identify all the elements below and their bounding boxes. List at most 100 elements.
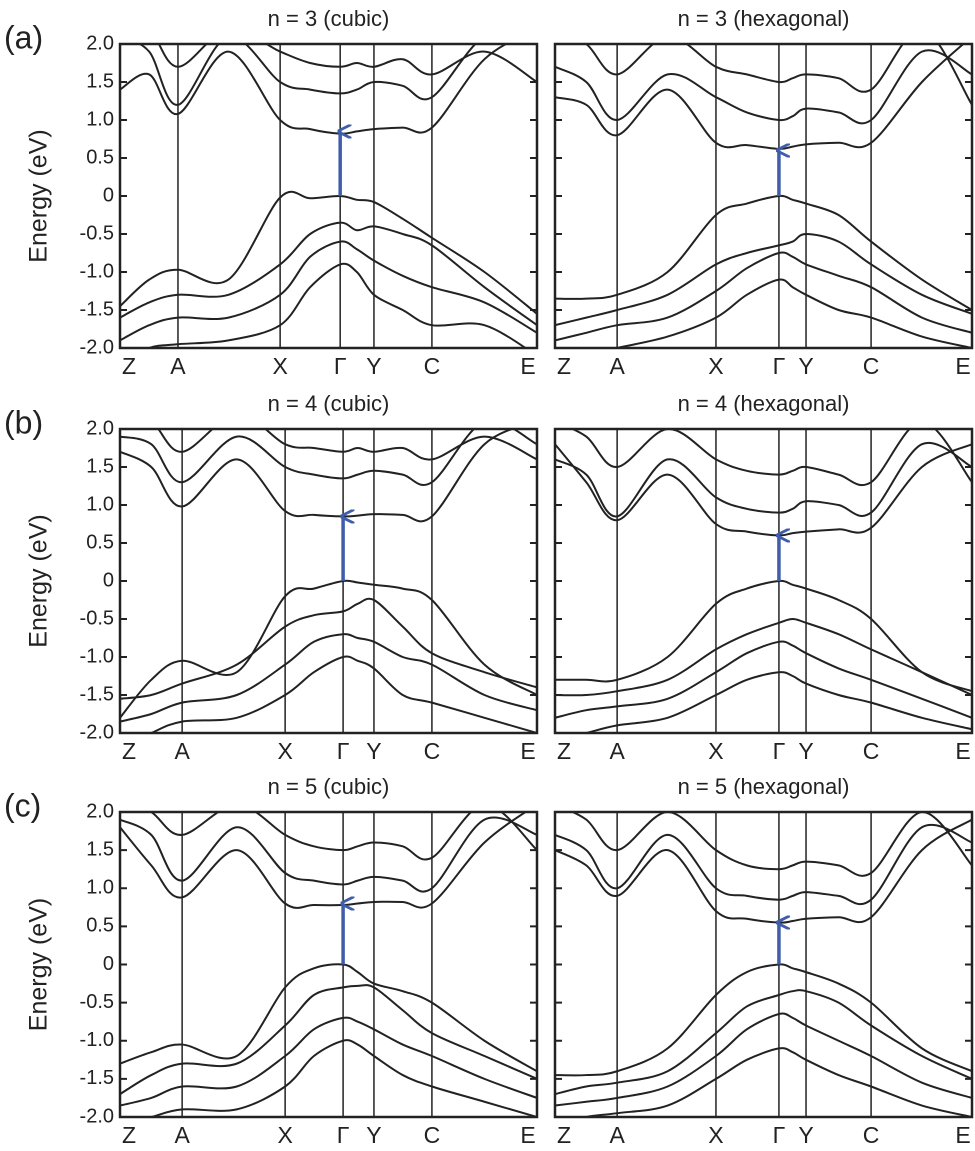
band-line: [147, 1039, 537, 1117]
x-tick-label: Z: [122, 738, 136, 764]
x-tick-label: X: [708, 738, 723, 764]
plot-area: [120, 429, 537, 733]
panel: n = 3 (cubic) (a) Energy (eV) -2.0 -1.5 -1.0 -…: [4, 6, 539, 379]
band-line: [581, 1047, 972, 1117]
band-line: [157, 44, 537, 83]
panel-title: n = 4 (cubic): [268, 391, 390, 416]
band-line: [555, 194, 972, 311]
x-tick-label: Z: [557, 738, 571, 764]
band-line: [120, 579, 537, 719]
x-tick-label: E: [520, 738, 535, 764]
x-tick-label: E: [955, 1122, 970, 1148]
y-tick-label: 0.5: [86, 531, 114, 553]
y-axis-label: Energy (eV): [25, 898, 53, 1031]
plot-frame: [118, 810, 539, 1119]
y-tick-label: 2.0: [86, 32, 114, 54]
y-tick-label: 0.5: [86, 915, 114, 937]
x-tick-label: Y: [366, 1122, 381, 1148]
panel: n = 5 (hexagonal) Z A X Γ Y C E: [553, 774, 974, 1148]
y-tick-label: -1.0: [80, 1029, 114, 1051]
x-tick-label: E: [955, 353, 970, 379]
y-axis-label: Energy (eV): [25, 129, 53, 262]
y-tick-label: 1.5: [86, 70, 114, 92]
band-line: [555, 989, 972, 1096]
y-tick-label: 0.5: [86, 146, 114, 168]
x-tick-label: Γ: [773, 738, 786, 764]
x-tick-label: Y: [798, 738, 813, 764]
band-line: [555, 617, 972, 697]
band-line: [570, 429, 972, 487]
plot-frame: [118, 42, 539, 350]
x-tick-label: Z: [557, 1122, 571, 1148]
band-line: [555, 824, 972, 906]
plot-area: [120, 44, 537, 348]
y-axis-label: Energy (eV): [25, 514, 53, 647]
y-tick-label: 1.0: [86, 108, 114, 130]
band-line: [120, 1016, 537, 1107]
x-tick-label: X: [277, 738, 292, 764]
x-tick-label: Y: [798, 353, 813, 379]
y-tick-label: -1.5: [80, 1067, 114, 1089]
y-tick-label: -0.5: [80, 222, 114, 244]
panel: n = 4 (cubic) (b) Energy (eV) -2.0 -1.5 -1.0 -…: [4, 391, 539, 764]
y-tick-label: -2.0: [80, 721, 114, 743]
band-line: [120, 984, 537, 1095]
panel-label: (c): [4, 787, 41, 823]
band-line: [612, 278, 972, 348]
panel-title: n = 3 (hexagonal): [678, 6, 850, 31]
x-tick-label: A: [609, 738, 625, 764]
y-tick-label: 2.0: [86, 800, 114, 822]
y-tick-label: 1.0: [86, 877, 114, 899]
y-tick-label: -2.0: [80, 336, 114, 358]
band-line: [120, 633, 537, 723]
x-tick-label: Γ: [773, 1122, 786, 1148]
x-tick-label: A: [609, 353, 625, 379]
x-tick-label: Z: [557, 353, 571, 379]
plot-frame: [553, 427, 974, 735]
band-line: [137, 44, 477, 106]
y-tick-label: 0: [103, 953, 114, 975]
y-tick-label: -1.0: [80, 645, 114, 667]
x-tick-label: Y: [366, 738, 381, 764]
band-line: [582, 671, 972, 733]
band-line: [157, 429, 537, 461]
x-tick-label: A: [609, 1122, 625, 1148]
band-line: [584, 44, 972, 106]
x-tick-label: Z: [122, 1122, 136, 1148]
x-tick-label: A: [170, 353, 186, 379]
x-tick-label: C: [863, 1122, 880, 1148]
x-tick-label: C: [424, 738, 441, 764]
y-tick-label: -0.5: [80, 991, 114, 1013]
y-tick-label: 1.0: [86, 493, 114, 515]
x-tick-label: Y: [798, 1122, 813, 1148]
x-tick-label: C: [424, 1122, 441, 1148]
band-line: [555, 1012, 972, 1107]
band-line: [146, 262, 528, 348]
x-tick-label: C: [863, 353, 880, 379]
x-tick-label: Γ: [334, 353, 347, 379]
band-line: [555, 640, 972, 719]
y-tick-label: 1.5: [86, 838, 114, 860]
panel-title: n = 5 (hexagonal): [678, 774, 850, 799]
band-line: [120, 816, 537, 893]
y-tick-label: 0: [103, 569, 114, 591]
x-tick-label: X: [708, 1122, 723, 1148]
y-tick-label: -1.5: [80, 298, 114, 320]
x-tick-label: Γ: [337, 738, 350, 764]
plot-frame: [553, 42, 974, 350]
band-line: [555, 441, 972, 518]
band-line: [120, 597, 537, 700]
band-line: [120, 221, 537, 327]
band-line: [120, 429, 537, 487]
x-tick-label: E: [955, 738, 970, 764]
y-tick-label: -0.5: [80, 607, 114, 629]
band-line: [149, 812, 537, 861]
x-tick-label: E: [520, 353, 535, 379]
plot-frame: [553, 810, 974, 1119]
y-tick-label: 0: [103, 184, 114, 206]
panel-title: n = 5 (cubic): [268, 774, 390, 799]
panel-label: (a): [4, 19, 43, 55]
panel: n = 3 (hexagonal) Z A X Γ Y C E: [553, 6, 974, 379]
plot-frame: [118, 427, 539, 735]
